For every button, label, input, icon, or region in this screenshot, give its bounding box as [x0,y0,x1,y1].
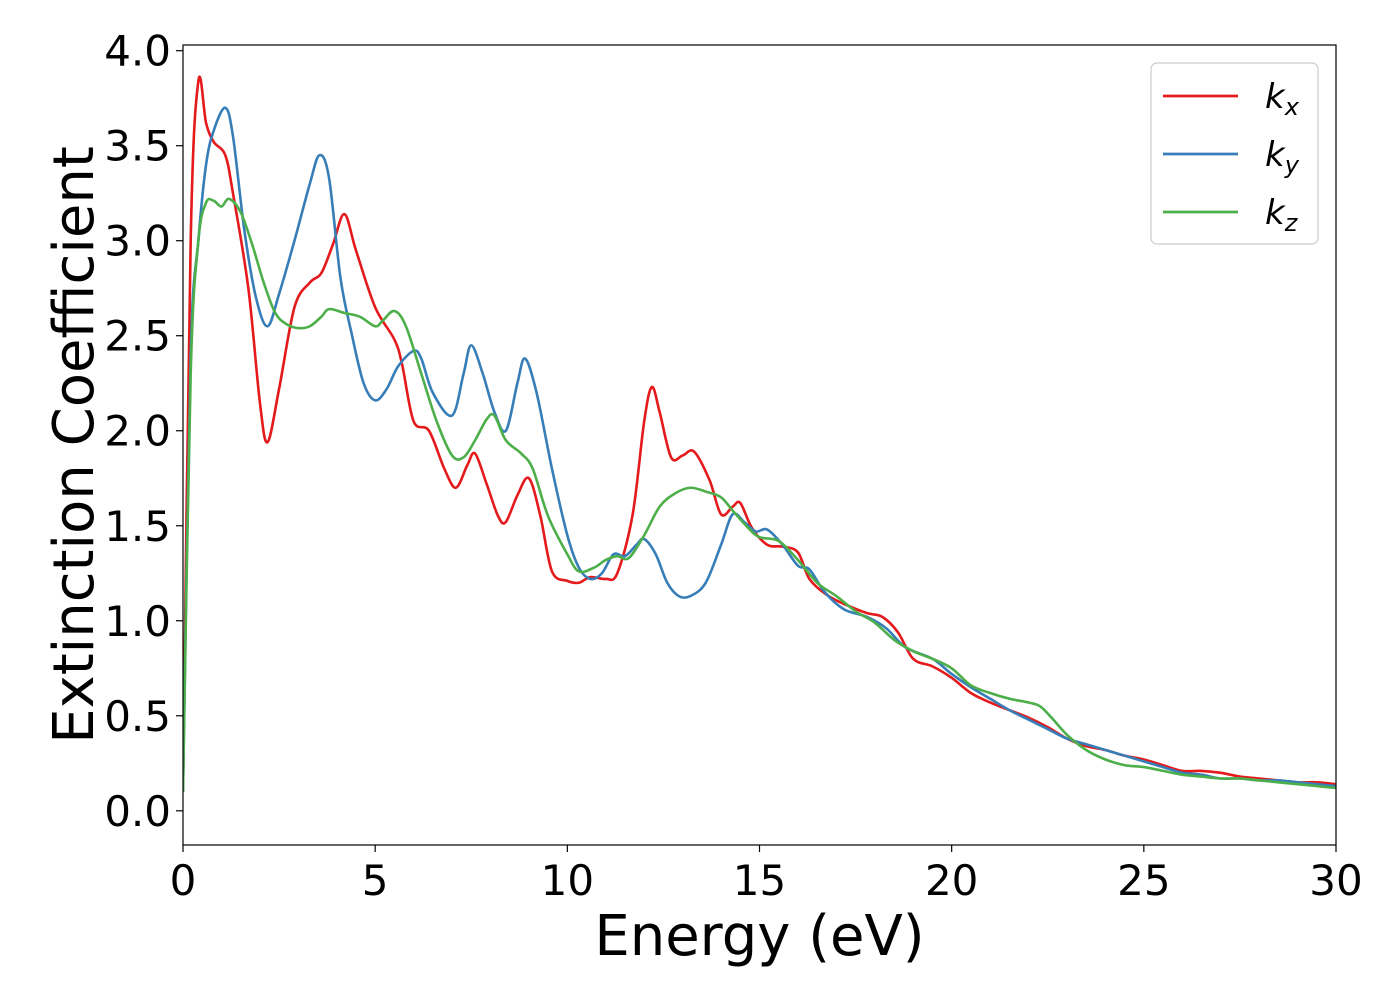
x-tick-label: 10 [541,856,594,905]
legend-label-kz: kz [1265,193,1299,237]
x-tick-label: 30 [1309,856,1362,905]
x-tick-label: 25 [1117,856,1170,905]
series-layer [183,75,1336,792]
series-line-kz [183,197,1336,792]
legend-label-ky: ky [1265,135,1300,179]
y-axis: 0.0 0.5 1.0 1.5 2.0 2.5 3.0 3.5 4.0 [104,27,183,836]
y-tick-label: 0.0 [104,787,171,836]
x-tick-label: 15 [733,856,786,905]
y-axis-title: Extinction Coefficient [42,146,107,744]
x-tick-label: 20 [925,856,978,905]
y-tick-label: 2.5 [104,312,171,361]
y-tick-label: 4.0 [104,27,171,76]
x-axis-title: Energy (eV) [594,904,924,969]
x-axis: 0 5 10 15 20 25 30 [170,845,1363,905]
x-tick-label: 0 [170,856,197,905]
legend-label-kx: kx [1265,77,1300,121]
x-tick-label: 5 [362,856,389,905]
y-tick-label: 0.5 [104,692,171,741]
legend: kx ky kz [1150,62,1319,245]
y-tick-label: 1.0 [104,597,171,646]
series-line-ky [183,106,1336,792]
y-tick-label: 2.0 [104,407,171,456]
y-tick-label: 3.0 [104,217,171,266]
y-tick-label: 3.5 [104,122,171,171]
y-tick-label: 1.5 [104,502,171,551]
